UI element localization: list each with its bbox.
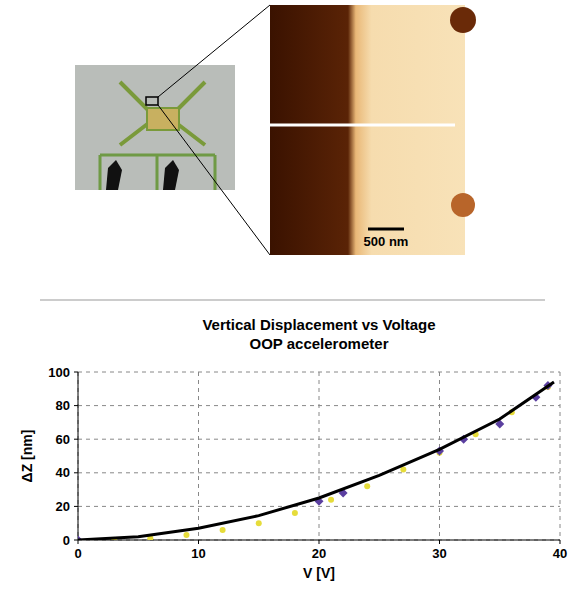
y-tick-label: 0 xyxy=(63,533,70,548)
series xyxy=(111,384,551,540)
marker xyxy=(328,497,334,503)
tick-mark xyxy=(74,439,78,440)
y-tick-label: 60 xyxy=(56,432,70,447)
tick-mark xyxy=(319,540,320,544)
y-axis-title: ΔZ [nm] xyxy=(19,430,35,483)
tick-mark xyxy=(74,506,78,507)
tick-mark xyxy=(198,540,199,544)
series xyxy=(78,381,552,540)
marker xyxy=(183,532,189,538)
zoom-line xyxy=(158,5,270,97)
grid-line xyxy=(560,372,561,540)
grid xyxy=(78,372,560,540)
afm-image xyxy=(270,5,465,255)
y-tick-label: 20 xyxy=(56,499,70,514)
micrograph-panel: 500 nm xyxy=(75,5,476,255)
x-tick-label: 10 xyxy=(191,546,205,561)
device-outline xyxy=(120,82,205,145)
x-tick-label: 0 xyxy=(74,546,81,561)
y-tick-label: 80 xyxy=(56,398,70,413)
line xyxy=(78,382,554,540)
profile-line xyxy=(270,124,455,127)
device-pads xyxy=(100,155,215,190)
marker xyxy=(292,510,298,516)
scale-bar xyxy=(368,228,404,231)
y-tick-label: 100 xyxy=(48,365,70,380)
marker xyxy=(256,520,262,526)
zoom-line xyxy=(158,105,270,255)
optical-photo xyxy=(75,65,235,190)
marker xyxy=(220,527,226,533)
tick-mark xyxy=(74,405,78,406)
grid-line xyxy=(78,472,560,473)
afm-spot xyxy=(450,7,476,33)
plot-area xyxy=(78,381,554,540)
y-tick-label: 40 xyxy=(56,465,70,480)
tick-mark xyxy=(74,472,78,473)
zoom-box xyxy=(146,97,158,105)
tick-mark xyxy=(78,540,79,544)
probe xyxy=(106,160,122,190)
y-axis xyxy=(78,372,79,540)
probe xyxy=(163,160,179,190)
series xyxy=(78,382,554,540)
x-tick-label: 20 xyxy=(312,546,326,561)
grid-line xyxy=(319,372,320,540)
x-axis-title: V [V] xyxy=(303,565,335,581)
x-tick-label: 30 xyxy=(432,546,446,561)
tick-mark xyxy=(74,372,78,373)
chart-subtitle: OOP accelerometer xyxy=(250,335,389,352)
tick-mark xyxy=(560,540,561,544)
x-tick-label: 40 xyxy=(553,546,567,561)
marker xyxy=(364,483,370,489)
grid-line xyxy=(78,506,560,507)
device-arms xyxy=(120,82,205,145)
separator xyxy=(40,300,545,301)
tick-mark xyxy=(74,540,78,541)
chart-title: Vertical Displacement vs Voltage xyxy=(202,316,435,333)
page: 500 nm Vertical Displacement vs Voltage OO… xyxy=(0,0,585,592)
chart: Vertical Displacement vs Voltage OOP acce… xyxy=(19,316,567,581)
tick-mark xyxy=(439,540,440,544)
afm-spot xyxy=(451,193,475,217)
scale-bar-label: 500 nm xyxy=(364,234,409,249)
grid-line xyxy=(439,372,440,540)
grid-line xyxy=(198,372,199,540)
grid-line xyxy=(78,372,79,540)
